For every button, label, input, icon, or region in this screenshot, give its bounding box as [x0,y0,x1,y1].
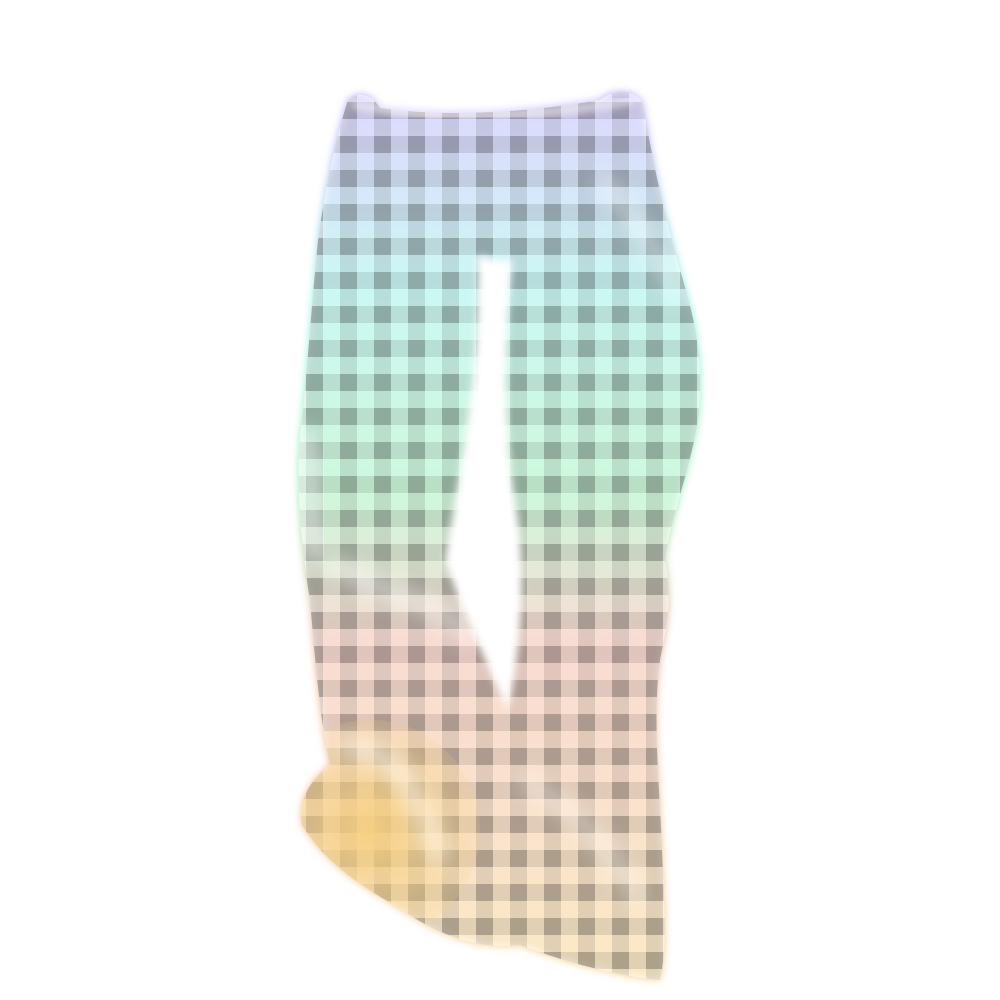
leg-gap [445,255,522,710]
fabric-fold-highlight [516,773,647,904]
waistband [351,96,635,120]
fabric-fold-highlight [325,554,476,645]
fabric-fold-highlight [595,175,687,304]
fabric-fold-highlight [298,426,330,565]
fabric-fold-highlight [338,740,448,863]
